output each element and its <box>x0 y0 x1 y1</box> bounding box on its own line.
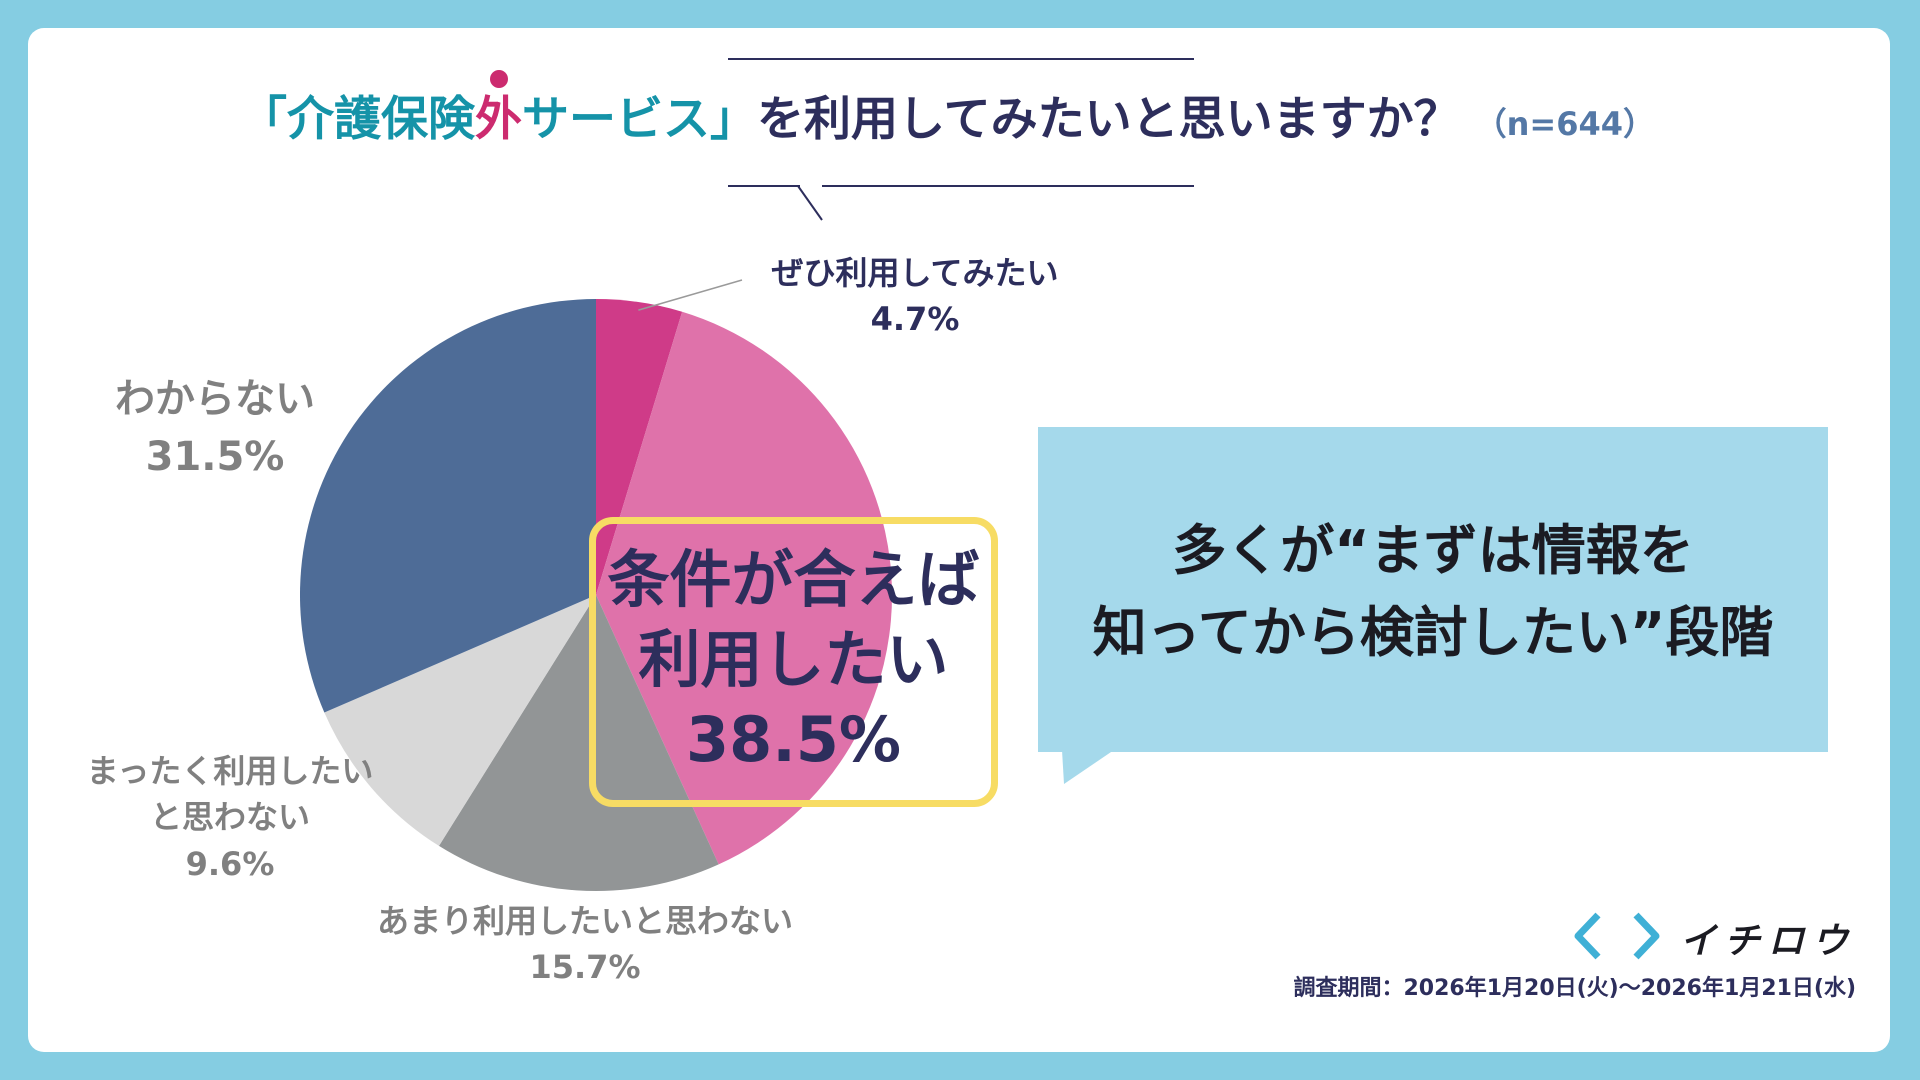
label-not-at-all-line2: と思わない <box>149 798 310 837</box>
logo-text: イチロウ <box>1680 921 1857 962</box>
highlight-line-1: 条件が合えば <box>607 543 980 616</box>
highlight-value: 38.5% <box>685 703 902 776</box>
callout-tail <box>1062 750 1114 784</box>
label-not-at-all-value: 9.6% <box>185 844 275 883</box>
logo-mark-icon <box>1574 912 1660 960</box>
label-not-at-all-line1: まったく利用したい <box>86 752 374 790</box>
highlight-box <box>589 517 998 807</box>
label-want-definitely: ぜひ利用してみたい 4.7% <box>745 250 1085 343</box>
callout-line-2: 知ってから検討したい”段階 <box>1092 601 1774 664</box>
label-want-definitely-value: 4.7% <box>870 300 960 339</box>
highlight-label: 条件が合えば 利用したい 38.5% <box>589 540 998 780</box>
label-not-much: あまり利用したいと思わない 15.7% <box>360 898 810 991</box>
title-part-1: 「介護保険 <box>240 92 475 147</box>
highlight-line-2: 利用したい <box>638 623 949 696</box>
title-bottom-line-left <box>728 185 800 187</box>
label-not-much-value: 15.7% <box>529 948 641 987</box>
title-bottom-line-right <box>822 185 1194 187</box>
title-pointer <box>797 185 823 221</box>
sample-size: （n=644） <box>1474 105 1655 143</box>
label-dont-know: わからない 31.5% <box>90 370 340 486</box>
title-part-3: を利用してみたいと思いますか？ <box>757 92 1461 147</box>
accent-dot-icon <box>489 70 508 88</box>
slice-not-at-all <box>324 595 596 846</box>
survey-period: 調査期間：2026年1月20日(火)〜2026年1月21日(水) <box>1293 976 1856 1001</box>
leader-line <box>638 279 743 311</box>
callout-line-1: 多くが“まずは情報を <box>1172 519 1694 582</box>
callout-box <box>1038 427 1828 752</box>
slice-dont-know <box>299 298 596 713</box>
title-part-2: サービス」 <box>522 92 757 147</box>
label-not-much-text: あまり利用したいと思わない <box>376 902 793 940</box>
slice-not-much <box>438 595 719 891</box>
chart-title: 「介護保険外 サービス」を利用してみたいと思いますか？ （n=644） <box>240 70 1800 150</box>
label-dont-know-text: わからない <box>115 376 315 422</box>
label-dont-know-value: 31.5% <box>145 434 285 480</box>
label-want-definitely-text: ぜひ利用してみたい <box>771 254 1059 292</box>
title-top-line <box>728 58 1194 60</box>
label-not-at-all: まったく利用したい と思わない 9.6% <box>60 748 400 887</box>
title-accent-text: 外 <box>475 92 522 147</box>
callout-text: 多くが“まずは情報を 知ってから検討したい”段階 <box>1038 510 1828 674</box>
slice-conditional <box>596 311 893 865</box>
title-accent: 外 <box>475 70 522 150</box>
